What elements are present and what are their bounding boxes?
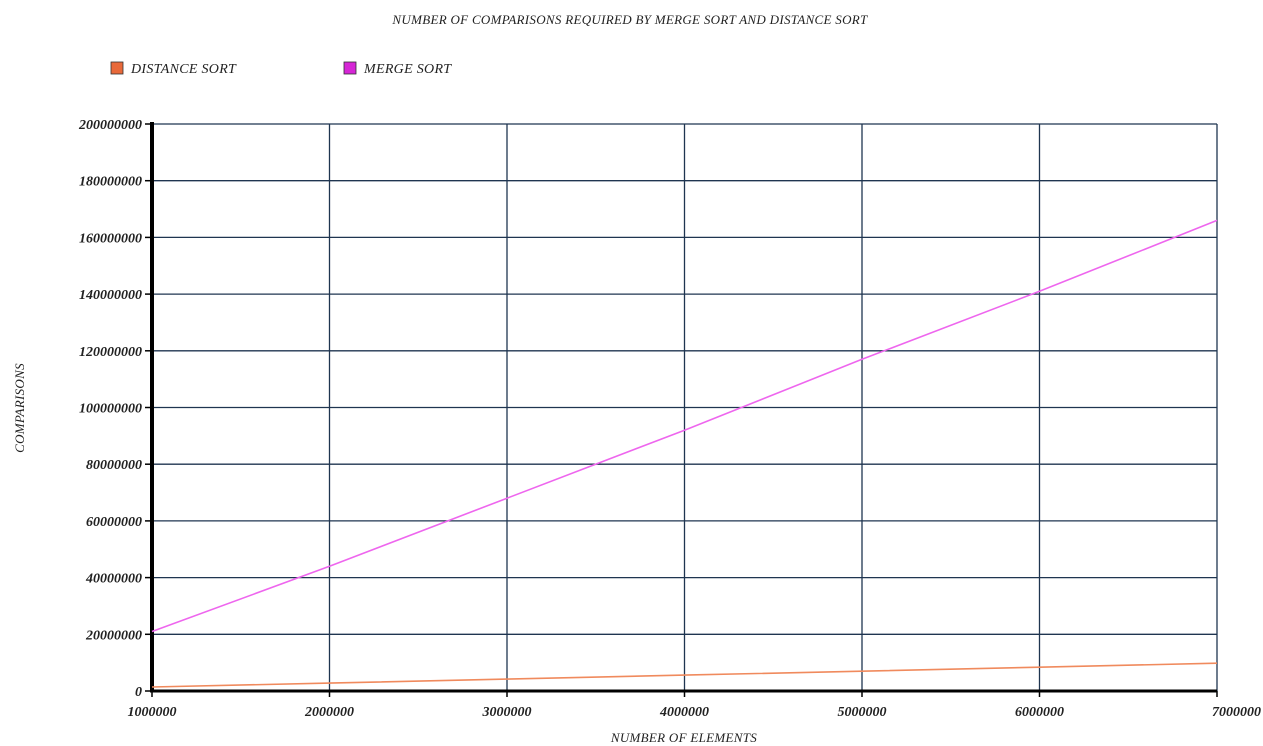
x-tick-label-2: 3000000: [482, 705, 532, 720]
x-tick-label-1: 2000000: [304, 705, 354, 720]
y-tick-label-0: 0: [135, 685, 142, 700]
x-tick-label-5: 6000000: [1015, 705, 1064, 720]
y-tick-label-8: 160000000: [79, 231, 142, 246]
y-tick-label-2: 40000000: [85, 572, 142, 587]
y-axis-label: COMPARISONS: [12, 363, 27, 453]
y-tick-label-10: 200000000: [78, 118, 142, 133]
legend: DISTANCE SORT MERGE SORT: [110, 61, 452, 77]
chart-title: NUMBER OF COMPARISONS REQUIRED BY MERGE …: [391, 12, 868, 27]
x-tick-label-6: 7000000: [1212, 705, 1261, 720]
legend-swatch-1: [343, 61, 357, 75]
y-tick-label-9: 180000000: [79, 175, 142, 190]
x-tick-label-0: 1000000: [128, 705, 177, 720]
x-axis-ticks: 1000000 2000000 3000000 4000000 5000000 60000…: [128, 691, 1261, 720]
grid-lines: [152, 123, 1218, 691]
y-tick-label-4: 80000000: [86, 458, 142, 473]
legend-label-1: MERGE SORT: [363, 62, 452, 77]
y-tick-label-7: 140000000: [79, 288, 142, 303]
y-axis-ticks: 0 20000000 40000000 60000000 80000000 1000000…: [78, 118, 152, 700]
y-tick-label-5: 100000000: [79, 402, 142, 417]
series-line-0: [151, 662, 1218, 688]
legend-swatch-0: [110, 61, 124, 75]
x-tick-label-4: 5000000: [838, 705, 887, 720]
series-lines: [151, 219, 1218, 688]
y-tick-label-1: 20000000: [85, 628, 142, 643]
series-line-1: [151, 219, 1218, 633]
x-tick-label-3: 4000000: [659, 705, 709, 720]
y-tick-label-3: 60000000: [86, 515, 142, 530]
legend-label-0: DISTANCE SORT: [130, 62, 237, 77]
x-axis-label: NUMBER OF ELEMENTS: [610, 730, 757, 745]
y-tick-label-6: 120000000: [79, 345, 142, 360]
